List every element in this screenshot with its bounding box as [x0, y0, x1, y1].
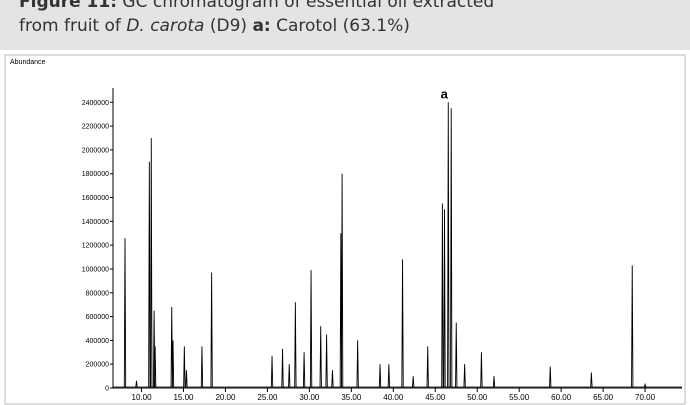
y-tick-label: 1600000 — [82, 195, 109, 202]
peak — [200, 346, 204, 388]
peak — [549, 366, 552, 388]
y-tick-label: 2000000 — [82, 147, 109, 154]
annotation: a — [441, 86, 449, 101]
peak — [590, 372, 593, 388]
peak — [401, 259, 404, 388]
x-tick-label: 45.00 — [425, 393, 446, 402]
chart: Abundance 0 200000 400000 600000 800000 10000… — [4, 54, 686, 405]
peak — [185, 370, 188, 388]
peak — [480, 352, 483, 388]
x-tick-label: 30.00 — [299, 393, 320, 402]
key: a: — [252, 16, 271, 36]
x-tick-label: 70.00 — [635, 393, 656, 402]
peak — [331, 370, 334, 388]
y-tick-label: 400000 — [86, 338, 109, 345]
peak — [463, 364, 466, 388]
x-tick-label: 25.00 — [257, 393, 278, 402]
x-tick-label: 50.00 — [467, 393, 488, 402]
frame — [4, 54, 686, 405]
peak — [455, 322, 458, 388]
caption-line: from fruit of D. carota (D9) a: Carotol … — [19, 16, 410, 36]
y-tick-label: 1800000 — [82, 171, 109, 178]
caption-text: from fruit of — [19, 16, 121, 36]
y-tick-label: 200000 — [86, 362, 109, 369]
peak — [294, 302, 297, 388]
y-tick-label: 1200000 — [82, 243, 109, 250]
peak — [302, 352, 306, 388]
peak — [340, 173, 344, 388]
y-tick-label: 0 — [105, 386, 109, 393]
peak — [643, 382, 647, 388]
x-tick-label: 65.00 — [593, 393, 614, 402]
peak — [319, 326, 322, 388]
peak — [412, 376, 415, 388]
peak — [123, 237, 127, 388]
x-tick-label: 10.00 — [132, 393, 153, 402]
y-tick-label: 800000 — [86, 290, 109, 297]
peak — [356, 340, 359, 388]
caption-text: (D9) — [209, 16, 248, 36]
peak — [153, 346, 157, 388]
y-tick-label: 600000 — [86, 314, 109, 321]
peak — [631, 265, 634, 388]
x-tick-label: 15.00 — [173, 393, 194, 402]
peak — [447, 102, 450, 388]
peak — [387, 364, 391, 388]
x-tick-label: 40.00 — [383, 393, 404, 402]
caption-text: Carotol (63.1%) — [276, 16, 410, 36]
peak — [170, 307, 173, 388]
y-tick-label: 1400000 — [82, 219, 109, 226]
peak — [426, 346, 429, 388]
species: D. carota — [126, 16, 205, 36]
peak — [450, 108, 453, 388]
x-tick-label: 20.00 — [215, 393, 236, 402]
peak — [183, 346, 186, 388]
peak — [270, 355, 274, 388]
peak — [325, 334, 328, 388]
peak — [150, 137, 153, 388]
caption-line: Figure 11: GC chromatogram of essential … — [19, 0, 494, 12]
y-tick-label: 2200000 — [82, 124, 109, 131]
y-label: Abundance — [10, 59, 46, 66]
x-tick-label: 60.00 — [551, 393, 572, 402]
x-tick-label: 55.00 — [509, 393, 530, 402]
peak — [210, 272, 213, 388]
peak — [492, 376, 496, 388]
figure-label: Figure 11: — [19, 0, 117, 12]
peak — [443, 209, 446, 388]
peak — [441, 203, 444, 388]
figure-caption: Figure 11: GC chromatogram of essential … — [0, 0, 690, 50]
y-tick-label: 1000000 — [82, 266, 109, 273]
peak — [288, 364, 291, 388]
peak — [148, 161, 151, 388]
peak — [309, 270, 313, 388]
peak — [171, 340, 175, 388]
peak — [135, 380, 138, 388]
peak — [378, 364, 382, 388]
caption-text: GC chromatogram of essential oil extract… — [122, 0, 495, 12]
peak — [281, 348, 284, 388]
y-tick-label: 2400000 — [82, 100, 109, 107]
x-tick-label: 35.00 — [341, 393, 362, 402]
